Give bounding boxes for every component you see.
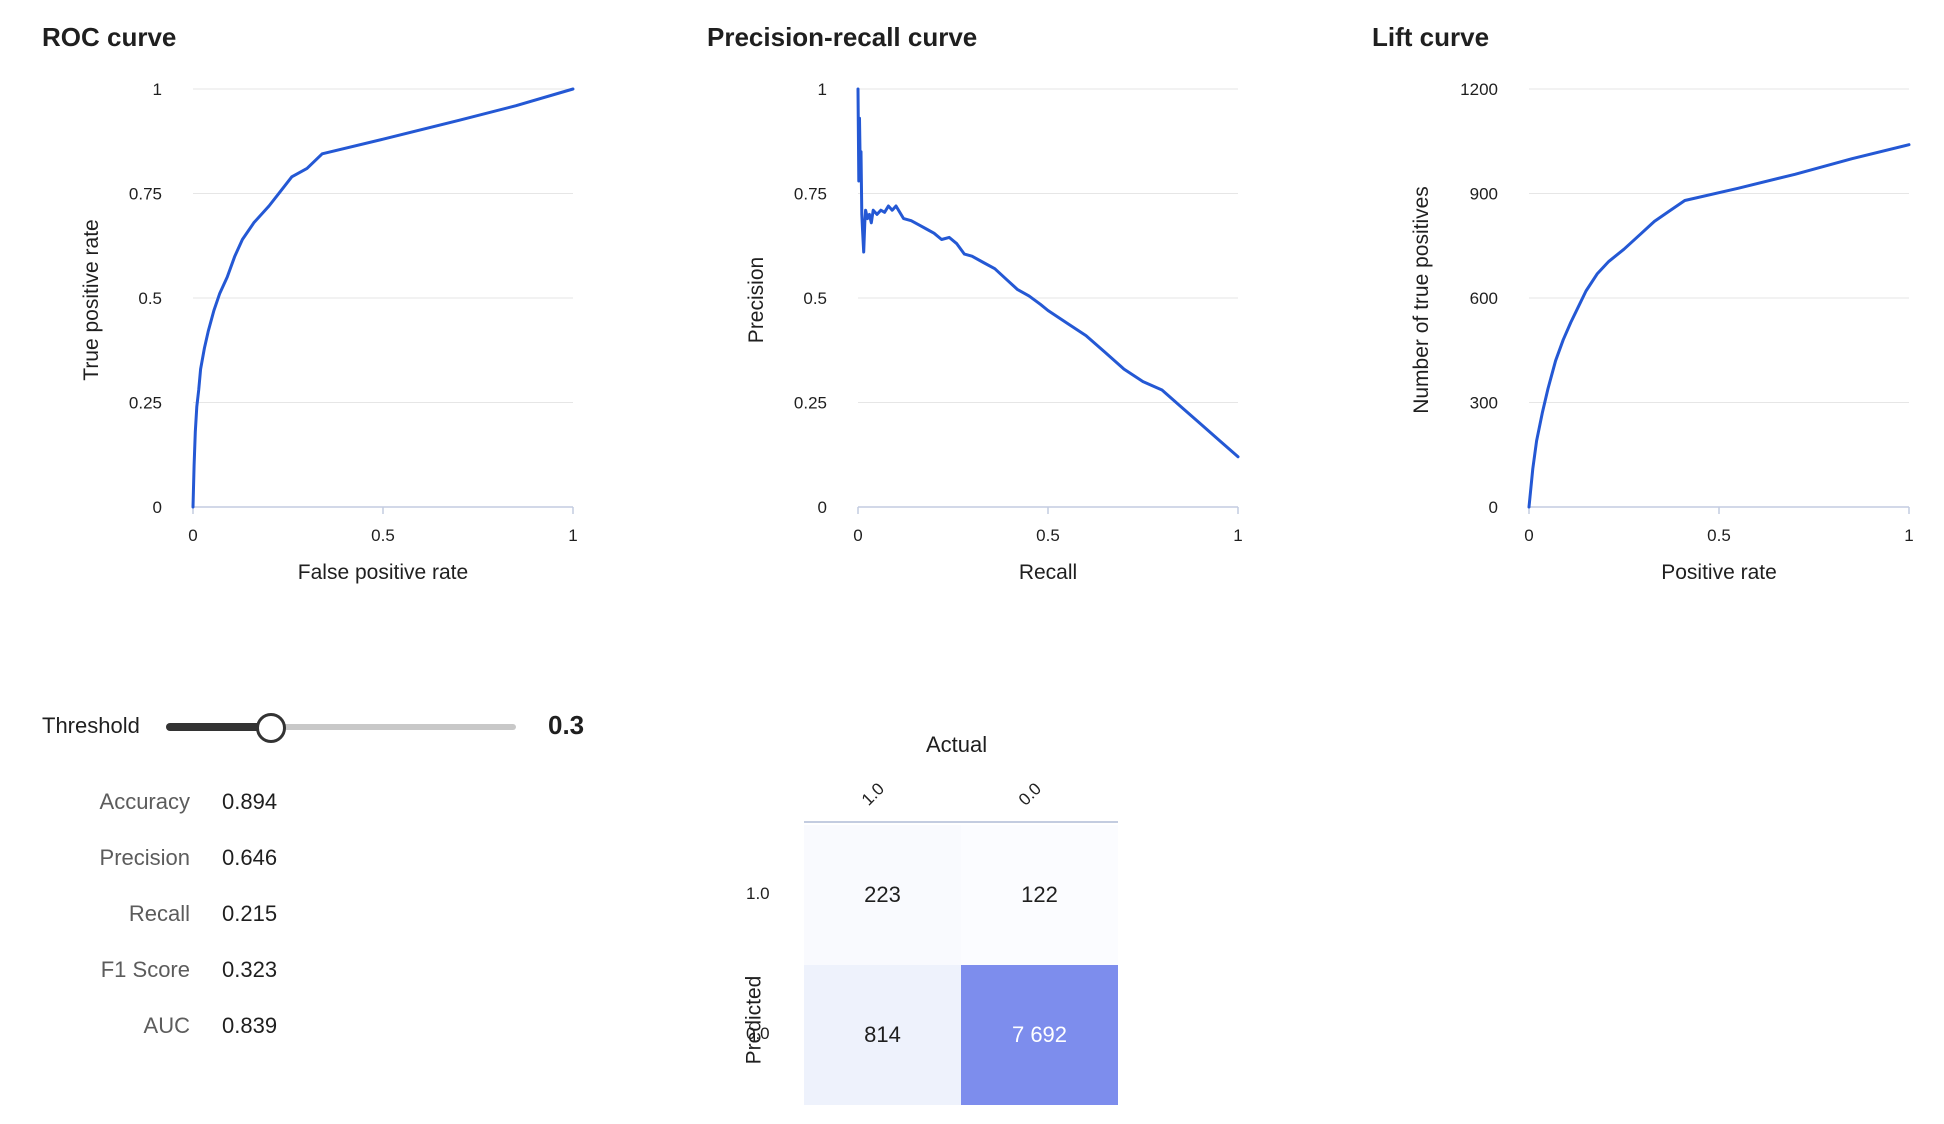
y-tick-label: 0.75	[129, 185, 162, 204]
confusion-matrix: Actual 1.0 0.0 Predicted 1.0 0.0 223 122…	[700, 720, 1140, 1120]
y-tick-label: 0.5	[803, 289, 827, 308]
metric-value: 0.839	[222, 1013, 278, 1038]
threshold-slider-fill	[166, 723, 271, 731]
metric-name: Accuracy	[99, 789, 190, 814]
x-axis-label: Recall	[1019, 561, 1077, 584]
x-tick-label: 0.5	[1036, 526, 1060, 545]
confusion-matrix-header-divider	[804, 821, 1118, 823]
x-axis-label: False positive rate	[298, 561, 468, 584]
y-axis-label: True positive rate	[80, 219, 103, 380]
confusion-matrix-actual-title: Actual	[926, 732, 988, 757]
threshold-label: Threshold	[42, 713, 140, 738]
lift-curve-panel: Lift curve 0 300 600 900 1200 0 0.5 1 Positive r…	[1330, 0, 1944, 620]
roc-curve-title: ROC curve	[42, 22, 177, 52]
cell-tn: 7 692	[961, 965, 1118, 1105]
x-tick-label: 1	[568, 526, 577, 545]
x-tick-label: 0	[188, 526, 197, 545]
precision-recall-panel: Precision-recall curve 0 0.25 0.5 0.75 1 0 0.5…	[665, 0, 1285, 620]
y-tick-label: 1	[153, 80, 162, 99]
precision-recall-title: Precision-recall curve	[707, 22, 978, 52]
metric-value: 0.646	[222, 845, 278, 870]
y-tick-label: 0	[153, 498, 162, 517]
curve-line	[1527, 143, 1911, 509]
y-tick-label: 900	[1470, 185, 1498, 204]
y-axis-label: Precision	[745, 257, 768, 343]
metric-name: AUC	[143, 1013, 190, 1038]
cell-fp: 122	[961, 825, 1118, 965]
roc-curve-chart: 0 0.25 0.5 0.75 1 0 0.5 1 False positive rate Tru…	[80, 80, 578, 584]
x-tick-label: 0	[853, 526, 862, 545]
y-tick-label: 0.5	[138, 289, 162, 308]
x-axis-label: Positive rate	[1661, 561, 1777, 584]
y-tick-label: 1200	[1460, 80, 1498, 99]
y-tick-label: 0	[1489, 498, 1498, 517]
y-tick-label: 0.25	[794, 394, 827, 413]
y-tick-label: 600	[1470, 289, 1498, 308]
row-label-0: 0.0	[746, 1024, 770, 1043]
y-tick-label: 300	[1470, 394, 1498, 413]
metric-name: F1 Score	[100, 957, 190, 982]
threshold-slider-thumb[interactable]	[256, 713, 286, 743]
x-tick-label: 0	[1524, 526, 1533, 545]
y-tick-label: 0.25	[129, 394, 162, 413]
threshold-value: 0.3	[548, 710, 585, 740]
row-label-1: 1.0	[746, 884, 770, 903]
y-tick-label: 0	[818, 498, 827, 517]
roc-curve-panel: ROC curve 0 0.25 0.5 0.75 1 0 0.5 1 False positi…	[0, 0, 620, 620]
cell-fn: 814	[804, 965, 961, 1105]
metric-value: 0.323	[222, 957, 278, 982]
lift-curve-title: Lift curve	[1372, 22, 1490, 52]
metric-value: 0.215	[222, 901, 278, 926]
column-label-1: 1.0	[857, 779, 889, 810]
threshold-slider-track[interactable]	[166, 724, 516, 730]
x-tick-label: 0.5	[1707, 526, 1731, 545]
cell-tp: 223	[804, 825, 961, 965]
column-label-0: 0.0	[1014, 779, 1046, 810]
curve-line	[856, 87, 1240, 459]
y-axis-label: Number of true positives	[1410, 186, 1433, 414]
x-tick-label: 0.5	[371, 526, 395, 545]
x-tick-label: 1	[1233, 526, 1242, 545]
metric-name: Precision	[99, 845, 190, 870]
precision-recall-chart: 0 0.25 0.5 0.75 1 0 0.5 1 Recall Precision	[745, 80, 1243, 584]
lift-curve-chart: 0 300 600 900 1200 0 0.5 1 Positive rate Number o…	[1410, 80, 1914, 584]
y-tick-label: 1	[818, 80, 827, 99]
metric-value: 0.894	[222, 789, 278, 814]
x-tick-label: 1	[1904, 526, 1913, 545]
y-tick-label: 0.75	[794, 185, 827, 204]
metric-name: Recall	[128, 901, 190, 926]
confusion-matrix-predicted-title: Predicted	[742, 975, 766, 1065]
threshold-control: Threshold 0.3	[42, 706, 602, 746]
curve-line	[191, 87, 575, 509]
